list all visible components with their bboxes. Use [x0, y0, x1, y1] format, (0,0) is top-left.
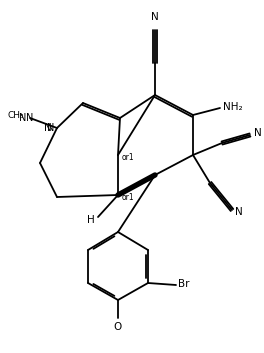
Text: NH₂: NH₂ [223, 102, 243, 112]
Text: CH₃: CH₃ [7, 110, 24, 120]
Text: N: N [47, 123, 54, 133]
Text: O: O [114, 322, 122, 332]
Text: N: N [254, 128, 262, 138]
Text: N: N [19, 113, 26, 123]
Text: H: H [87, 215, 95, 225]
Text: or1: or1 [122, 153, 135, 162]
Text: N: N [235, 207, 243, 217]
Text: Br: Br [178, 279, 190, 289]
Text: N: N [26, 113, 34, 123]
Text: N: N [44, 123, 52, 133]
Text: or1: or1 [122, 193, 135, 202]
Text: N: N [151, 12, 159, 22]
